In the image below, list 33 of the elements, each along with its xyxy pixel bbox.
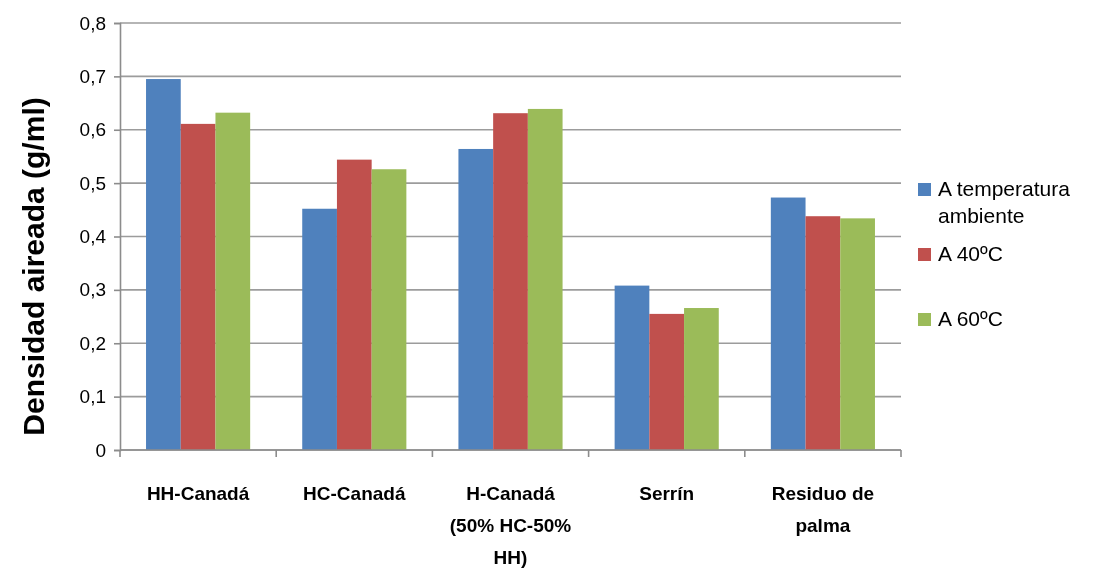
bar [336, 159, 372, 450]
y-tick-label: 0,5 [79, 172, 106, 194]
bar [649, 313, 685, 450]
bar [493, 113, 528, 450]
y-tick-label: 0,4 [79, 226, 107, 248]
bar [840, 218, 875, 450]
y-axis-title: Densidad aireada (g/ml) [17, 97, 50, 436]
x-tick-label: H-Canadá (50% HC-50% HH) [449, 483, 572, 568]
y-tick-label: 0,2 [79, 332, 106, 354]
x-tick-label: Serrín [639, 483, 695, 504]
bar [614, 285, 650, 450]
y-tick-label: 0 [95, 439, 106, 461]
bar [302, 208, 337, 450]
y-tick-label: 0,8 [79, 12, 106, 34]
y-tick-label: 0,7 [79, 65, 106, 87]
y-tick-label: 0,6 [79, 119, 106, 141]
bar [684, 308, 719, 450]
y-tick-label: 0,3 [79, 279, 106, 301]
legend-label: A 60ºC [938, 307, 1003, 330]
x-tick-label: Residuo de palma [771, 483, 875, 536]
legend-label: A 40ºC [938, 242, 1003, 265]
x-tick-label: HC-Canadá [303, 483, 406, 504]
y-tick-label: 0,1 [79, 386, 106, 408]
bar [215, 112, 251, 450]
bar [805, 216, 841, 450]
bar [371, 169, 407, 450]
bar [770, 197, 806, 450]
bar [458, 148, 494, 450]
bar [146, 79, 181, 450]
x-tick-label: HH-Canadá [146, 483, 250, 504]
legend-label: A temperatura ambiente [938, 177, 1071, 227]
bar [527, 108, 563, 450]
bar [180, 123, 216, 450]
